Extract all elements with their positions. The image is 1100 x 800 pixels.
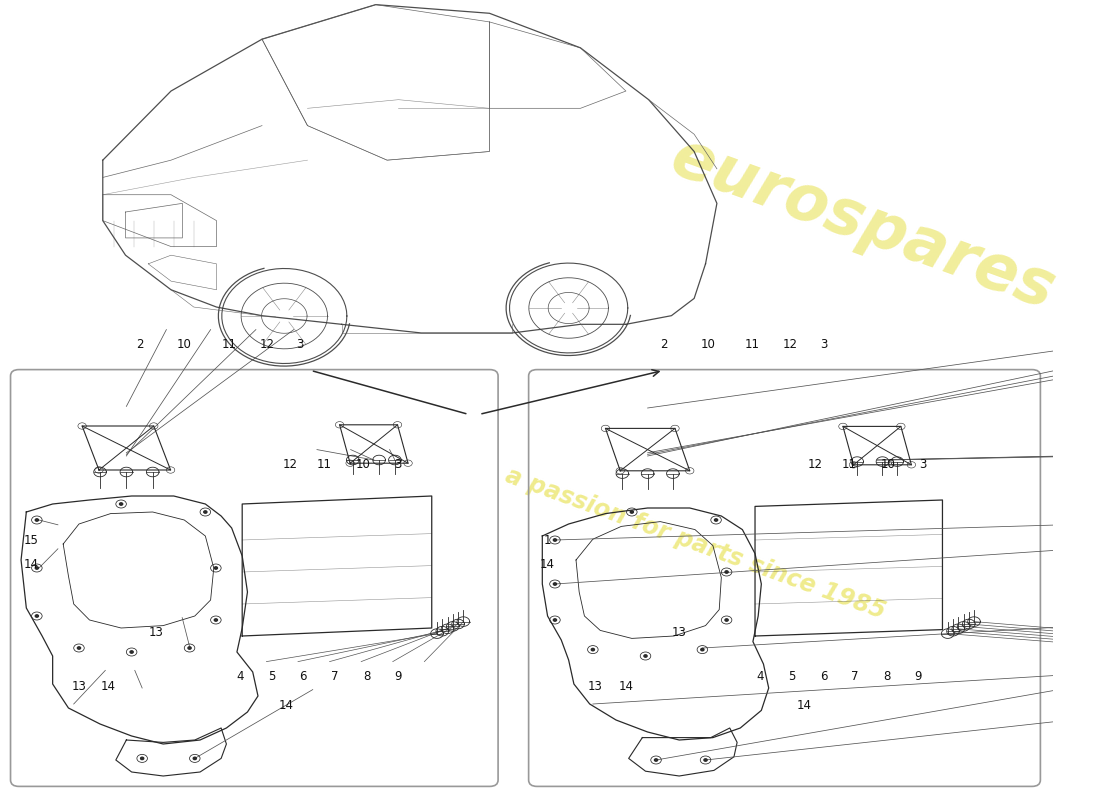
Text: 10: 10 <box>356 458 371 470</box>
Text: 11: 11 <box>842 458 856 470</box>
Text: 14: 14 <box>619 680 634 693</box>
Text: 14: 14 <box>798 699 812 712</box>
Circle shape <box>725 570 728 573</box>
Circle shape <box>35 566 39 570</box>
Circle shape <box>188 646 191 650</box>
Text: 7: 7 <box>331 670 339 682</box>
Text: 11: 11 <box>745 338 759 350</box>
Text: 3: 3 <box>820 338 827 350</box>
Circle shape <box>592 648 594 651</box>
Text: 13: 13 <box>148 626 163 638</box>
Text: a passion for parts since 1985: a passion for parts since 1985 <box>502 464 889 624</box>
Text: 8: 8 <box>883 670 890 682</box>
Circle shape <box>715 519 717 522</box>
Text: 1: 1 <box>543 534 551 546</box>
Circle shape <box>704 758 707 762</box>
Text: 13: 13 <box>587 680 603 693</box>
Text: 14: 14 <box>279 699 294 712</box>
Text: 6: 6 <box>299 670 307 682</box>
Text: 13: 13 <box>72 680 87 693</box>
Text: 14: 14 <box>24 558 40 570</box>
Text: 4: 4 <box>757 670 764 682</box>
Circle shape <box>35 614 39 618</box>
Text: 12: 12 <box>807 458 823 470</box>
Circle shape <box>553 539 557 542</box>
Circle shape <box>630 511 634 514</box>
Circle shape <box>204 511 207 514</box>
Text: 4: 4 <box>236 670 244 682</box>
Text: 3: 3 <box>395 458 402 470</box>
Text: 5: 5 <box>789 670 795 682</box>
Text: 3: 3 <box>918 458 926 470</box>
Text: 8: 8 <box>363 670 370 682</box>
Text: 14: 14 <box>540 558 556 570</box>
Circle shape <box>130 651 133 653</box>
Text: 9: 9 <box>914 670 922 682</box>
Circle shape <box>77 646 80 650</box>
Text: 10: 10 <box>177 338 191 350</box>
Circle shape <box>194 757 197 760</box>
Text: 14: 14 <box>101 680 116 693</box>
Text: 12: 12 <box>283 458 298 470</box>
Circle shape <box>644 654 647 658</box>
Circle shape <box>654 758 658 762</box>
Text: 15: 15 <box>24 534 38 546</box>
Circle shape <box>35 519 39 522</box>
Circle shape <box>120 503 123 506</box>
Text: 7: 7 <box>851 670 859 682</box>
Circle shape <box>553 619 557 621</box>
Text: 10: 10 <box>880 458 895 470</box>
Circle shape <box>553 582 557 586</box>
Text: 3: 3 <box>296 338 304 350</box>
Text: 2: 2 <box>136 338 144 350</box>
Circle shape <box>214 619 218 621</box>
Text: 2: 2 <box>660 338 668 350</box>
Text: 5: 5 <box>268 670 275 682</box>
Text: 11: 11 <box>222 338 238 350</box>
Circle shape <box>214 566 218 570</box>
Circle shape <box>725 619 728 621</box>
Text: 6: 6 <box>820 670 827 682</box>
Circle shape <box>141 757 144 760</box>
Text: 12: 12 <box>782 338 797 350</box>
Text: 11: 11 <box>317 458 332 470</box>
Text: eurospares: eurospares <box>663 126 1064 322</box>
Text: 12: 12 <box>260 338 275 350</box>
Text: 9: 9 <box>394 670 402 682</box>
Text: 13: 13 <box>672 626 686 638</box>
Circle shape <box>701 648 704 651</box>
Text: 10: 10 <box>701 338 715 350</box>
